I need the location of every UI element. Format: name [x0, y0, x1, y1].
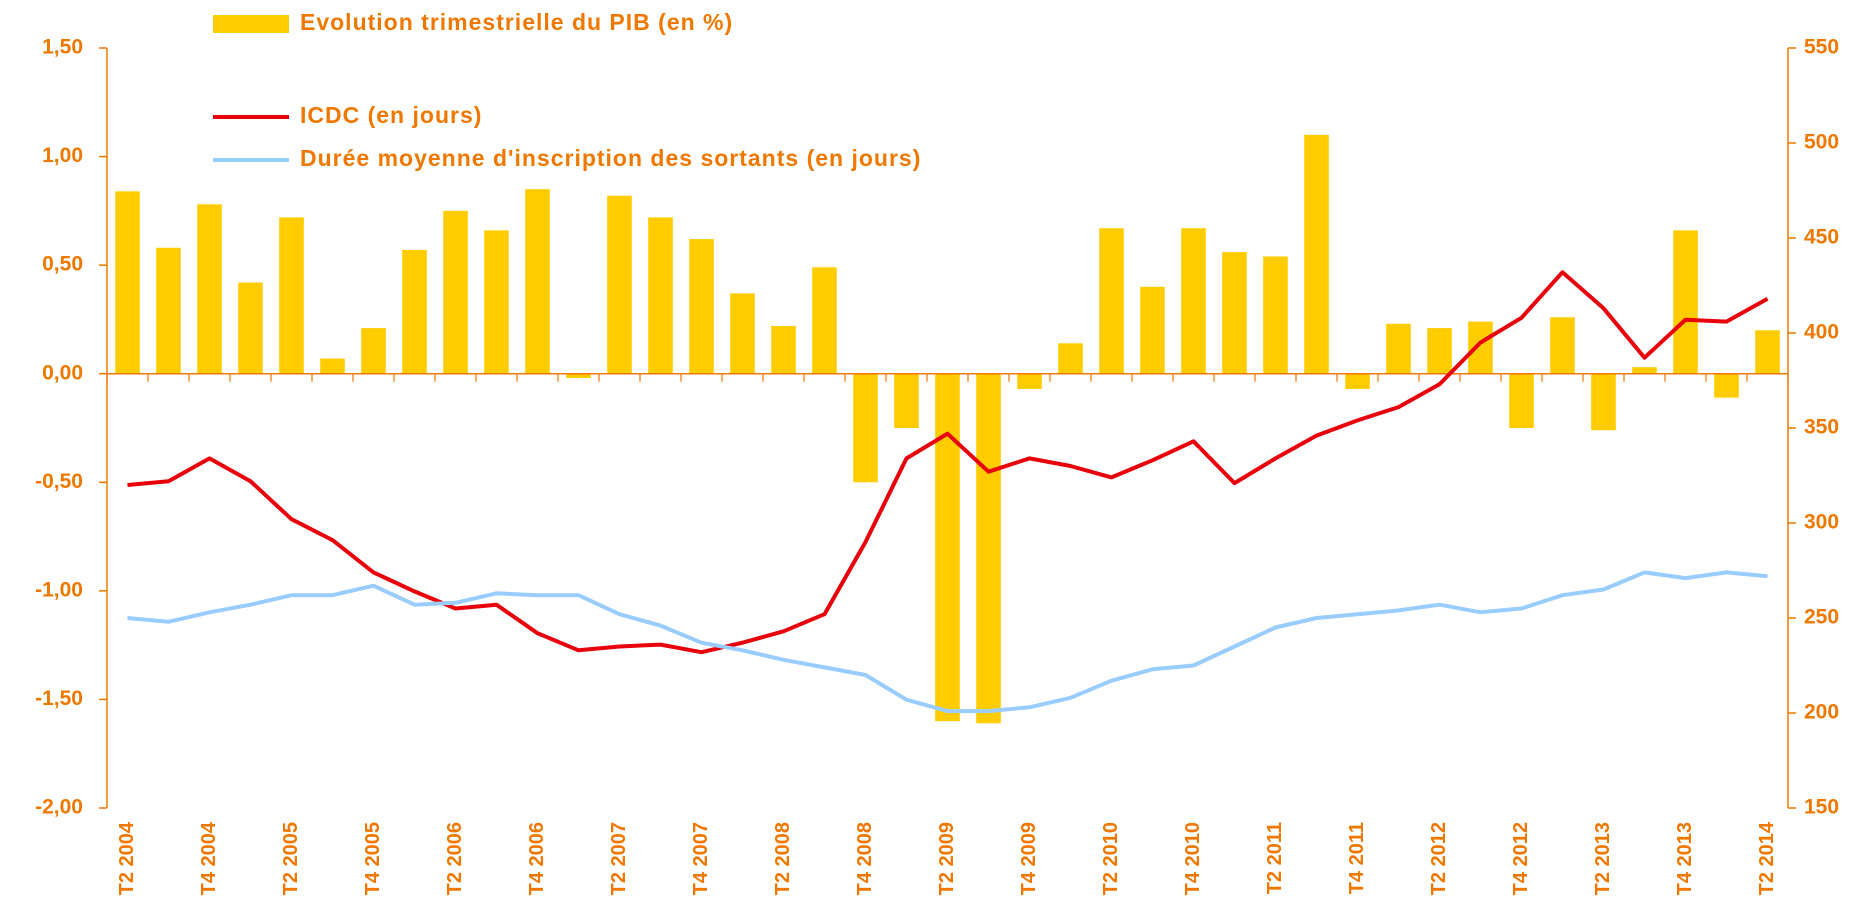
bar: [525, 189, 550, 374]
x-tick-label: T2 2009: [936, 822, 958, 895]
y-tick-label: 0,00: [42, 361, 83, 384]
bar: [976, 373, 1001, 724]
legend-label: ICDC (en jours): [300, 102, 482, 128]
line: [127, 270, 1769, 655]
y2-tick-label: 150: [1804, 796, 1839, 819]
x-tick-label: T4 2007: [690, 822, 712, 895]
bar: [812, 267, 837, 374]
bar: [238, 282, 263, 374]
bar: [730, 293, 755, 374]
y-tick-label: 0,50: [42, 253, 83, 276]
bar: [1386, 323, 1411, 374]
x-tick-label: T2 2012: [1428, 822, 1450, 895]
bar: [1591, 373, 1616, 431]
x-tick-label: T2 2005: [280, 822, 302, 895]
y2-tick-label: 200: [1804, 701, 1839, 724]
y-tick-label: -1,50: [35, 687, 83, 710]
bar: [443, 210, 468, 374]
x-tick-label: T4 2013: [1674, 822, 1696, 895]
bar: [361, 328, 386, 374]
bar: [1550, 317, 1575, 374]
bar: [935, 373, 960, 722]
y2-tick-label: 550: [1804, 36, 1839, 59]
bar: [484, 230, 509, 374]
bar: [566, 373, 591, 379]
bar: [1222, 252, 1247, 374]
y2-tick-label: 400: [1804, 321, 1839, 344]
bar: [853, 373, 878, 483]
bar: [1673, 230, 1698, 374]
y2-tick-label: 350: [1804, 416, 1839, 439]
legend-swatch: [213, 15, 289, 33]
bar: [648, 217, 673, 374]
bar: [1017, 373, 1042, 389]
y2-tick-label: 250: [1804, 606, 1839, 629]
bar: [1140, 286, 1165, 374]
bar: [115, 191, 140, 374]
y-tick-label: 1,00: [42, 144, 83, 167]
x-tick-label: T2 2014: [1756, 821, 1778, 895]
bar: [1099, 228, 1124, 374]
x-tick-label: T2 2010: [1100, 822, 1122, 895]
x-tick-label: T2 2011: [1264, 822, 1286, 894]
x-tick-label: T2 2004: [116, 821, 138, 895]
legend-label: Evolution trimestrielle du PIB (en %): [300, 9, 733, 35]
legend-label: Durée moyenne d'inscription des sortants…: [300, 145, 921, 171]
x-tick-label: T4 2006: [526, 822, 548, 895]
x-tick-label: T4 2012: [1510, 822, 1532, 895]
y-tick-label: -0,50: [35, 470, 83, 493]
bar: [894, 373, 919, 428]
x-tick-label: T4 2010: [1182, 822, 1204, 895]
bar: [402, 249, 427, 374]
bar: [1427, 328, 1452, 374]
bar: [1468, 321, 1493, 374]
x-tick-label: T4 2008: [854, 822, 876, 895]
y2-tick-label: 300: [1804, 511, 1839, 534]
bar: [156, 247, 181, 374]
x-tick-label: T4 2004: [198, 821, 220, 895]
bar: [1714, 373, 1739, 398]
x-tick-label: T4 2005: [362, 822, 384, 895]
bar: [1755, 330, 1780, 374]
x-tick-label: T4 2011: [1346, 822, 1368, 894]
bar: [1263, 256, 1288, 374]
x-tick-label: T2 2013: [1592, 822, 1614, 895]
x-tick-label: T2 2008: [772, 822, 794, 895]
y-tick-label: 1,50: [42, 36, 83, 59]
y-tick-label: -2,00: [35, 796, 83, 819]
bar: [1509, 373, 1534, 428]
line: [127, 570, 1768, 714]
y-tick-label: -1,00: [35, 578, 83, 601]
x-tick-label: T2 2006: [444, 822, 466, 895]
x-tick-label: T2 2007: [608, 822, 630, 895]
bar: [1304, 134, 1329, 374]
bar: [1632, 367, 1657, 374]
bar: [1181, 228, 1206, 374]
bar: [279, 217, 304, 374]
bar: [771, 325, 796, 374]
y2-tick-label: 500: [1804, 131, 1839, 154]
bar: [607, 195, 632, 374]
bar: [197, 204, 222, 374]
x-tick-label: T4 2009: [1018, 822, 1040, 895]
y2-tick-label: 450: [1804, 226, 1839, 249]
bar: [1345, 373, 1370, 389]
bar: [689, 239, 714, 374]
bar: [320, 358, 345, 374]
bar: [1058, 343, 1083, 374]
